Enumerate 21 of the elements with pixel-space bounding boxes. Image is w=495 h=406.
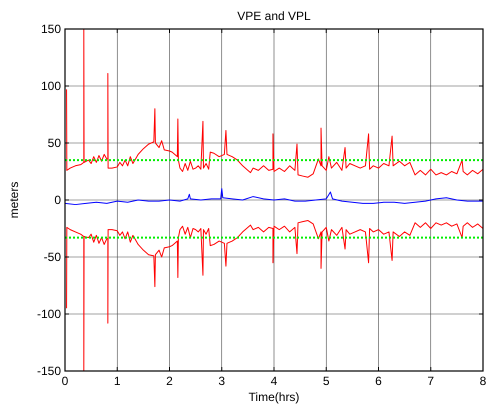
x-tick-label: 7	[427, 374, 434, 388]
x-tick-label: 1	[114, 374, 121, 388]
line-series	[66, 29, 483, 178]
y-tick-label: -100	[36, 307, 62, 321]
y-axis-title: meters	[7, 182, 21, 218]
y-tick-label: -50	[44, 250, 62, 264]
x-tick-label: 5	[322, 374, 330, 388]
x-axis-title: Time(hrs)	[248, 390, 300, 404]
x-tick-label: 3	[218, 374, 226, 388]
y-tick-label: -150	[36, 364, 62, 378]
x-tick-label: 2	[166, 374, 174, 388]
y-tick-label: 150	[40, 22, 62, 36]
x-tick-label: 4	[270, 374, 278, 388]
y-tick-label: 100	[40, 79, 62, 93]
line-series	[65, 188, 483, 206]
x-tick-label: 6	[375, 374, 382, 388]
y-tick-label: 50	[48, 136, 62, 150]
line-series	[66, 220, 483, 371]
x-tick-label: 8	[480, 374, 487, 388]
chart-title: VPE and VPL	[237, 9, 312, 23]
y-tick-label: 0	[54, 193, 62, 207]
